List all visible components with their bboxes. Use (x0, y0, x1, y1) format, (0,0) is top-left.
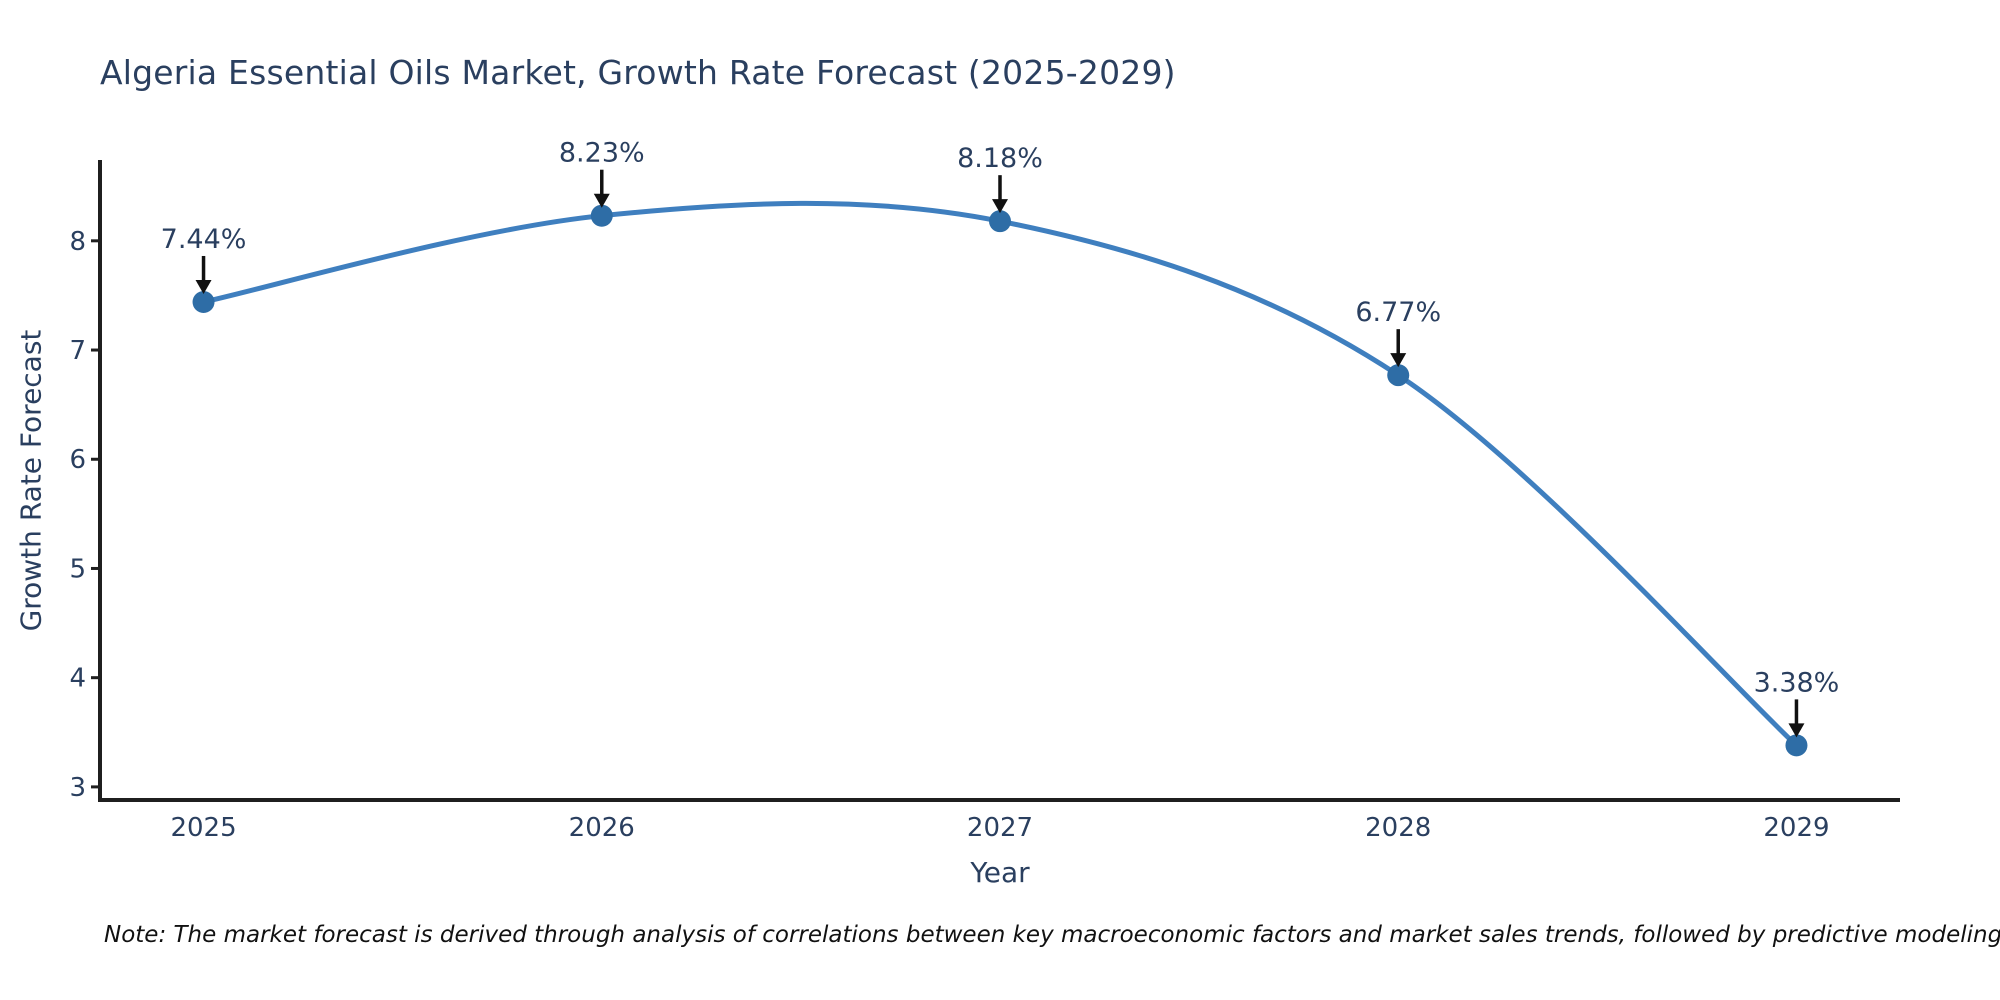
data-point-value-label: 6.77% (1355, 297, 1441, 328)
data-point-value-label: 8.18% (957, 143, 1043, 174)
data-point-value-label: 7.44% (161, 224, 247, 255)
annotation-arrowhead (593, 193, 610, 208)
x-tick-label: 2026 (569, 813, 635, 843)
data-point-marker (192, 290, 215, 313)
x-tick-label: 2028 (1365, 813, 1431, 843)
y-tick-label: 7 (69, 336, 86, 366)
forecast-line-path (201, 200, 1799, 748)
y-tick-label: 8 (69, 227, 86, 257)
annotation-arrowhead (195, 279, 212, 294)
y-tick-label: 5 (69, 554, 86, 584)
data-point-marker (989, 210, 1011, 233)
data-point-marker (1785, 734, 1808, 757)
data-point-marker (1387, 364, 1410, 387)
x-tick-label: 2029 (1763, 813, 1829, 843)
y-tick-label: 3 (69, 773, 86, 803)
data-point-value-label: 8.23% (559, 138, 645, 169)
y-axis-title: Growth Rate Forecast (14, 329, 48, 632)
x-tick-label: 2027 (967, 813, 1033, 843)
footnote: Note: The market forecast is derived thr… (104, 922, 2000, 948)
chart-title: Algeria Essential Oils Market, Growth Ra… (100, 53, 1176, 92)
y-tick-label: 4 (69, 664, 86, 694)
annotation-arrowhead (1390, 353, 1407, 368)
x-axis-title: Year (970, 856, 1030, 889)
annotation-arrowhead (992, 199, 1008, 214)
annotation-arrowhead (1788, 723, 1805, 738)
x-tick-label: 2025 (170, 813, 236, 843)
data-point-marker (590, 204, 613, 227)
data-point-value-label: 3.38% (1754, 667, 1840, 698)
y-tick-label: 6 (69, 445, 86, 475)
